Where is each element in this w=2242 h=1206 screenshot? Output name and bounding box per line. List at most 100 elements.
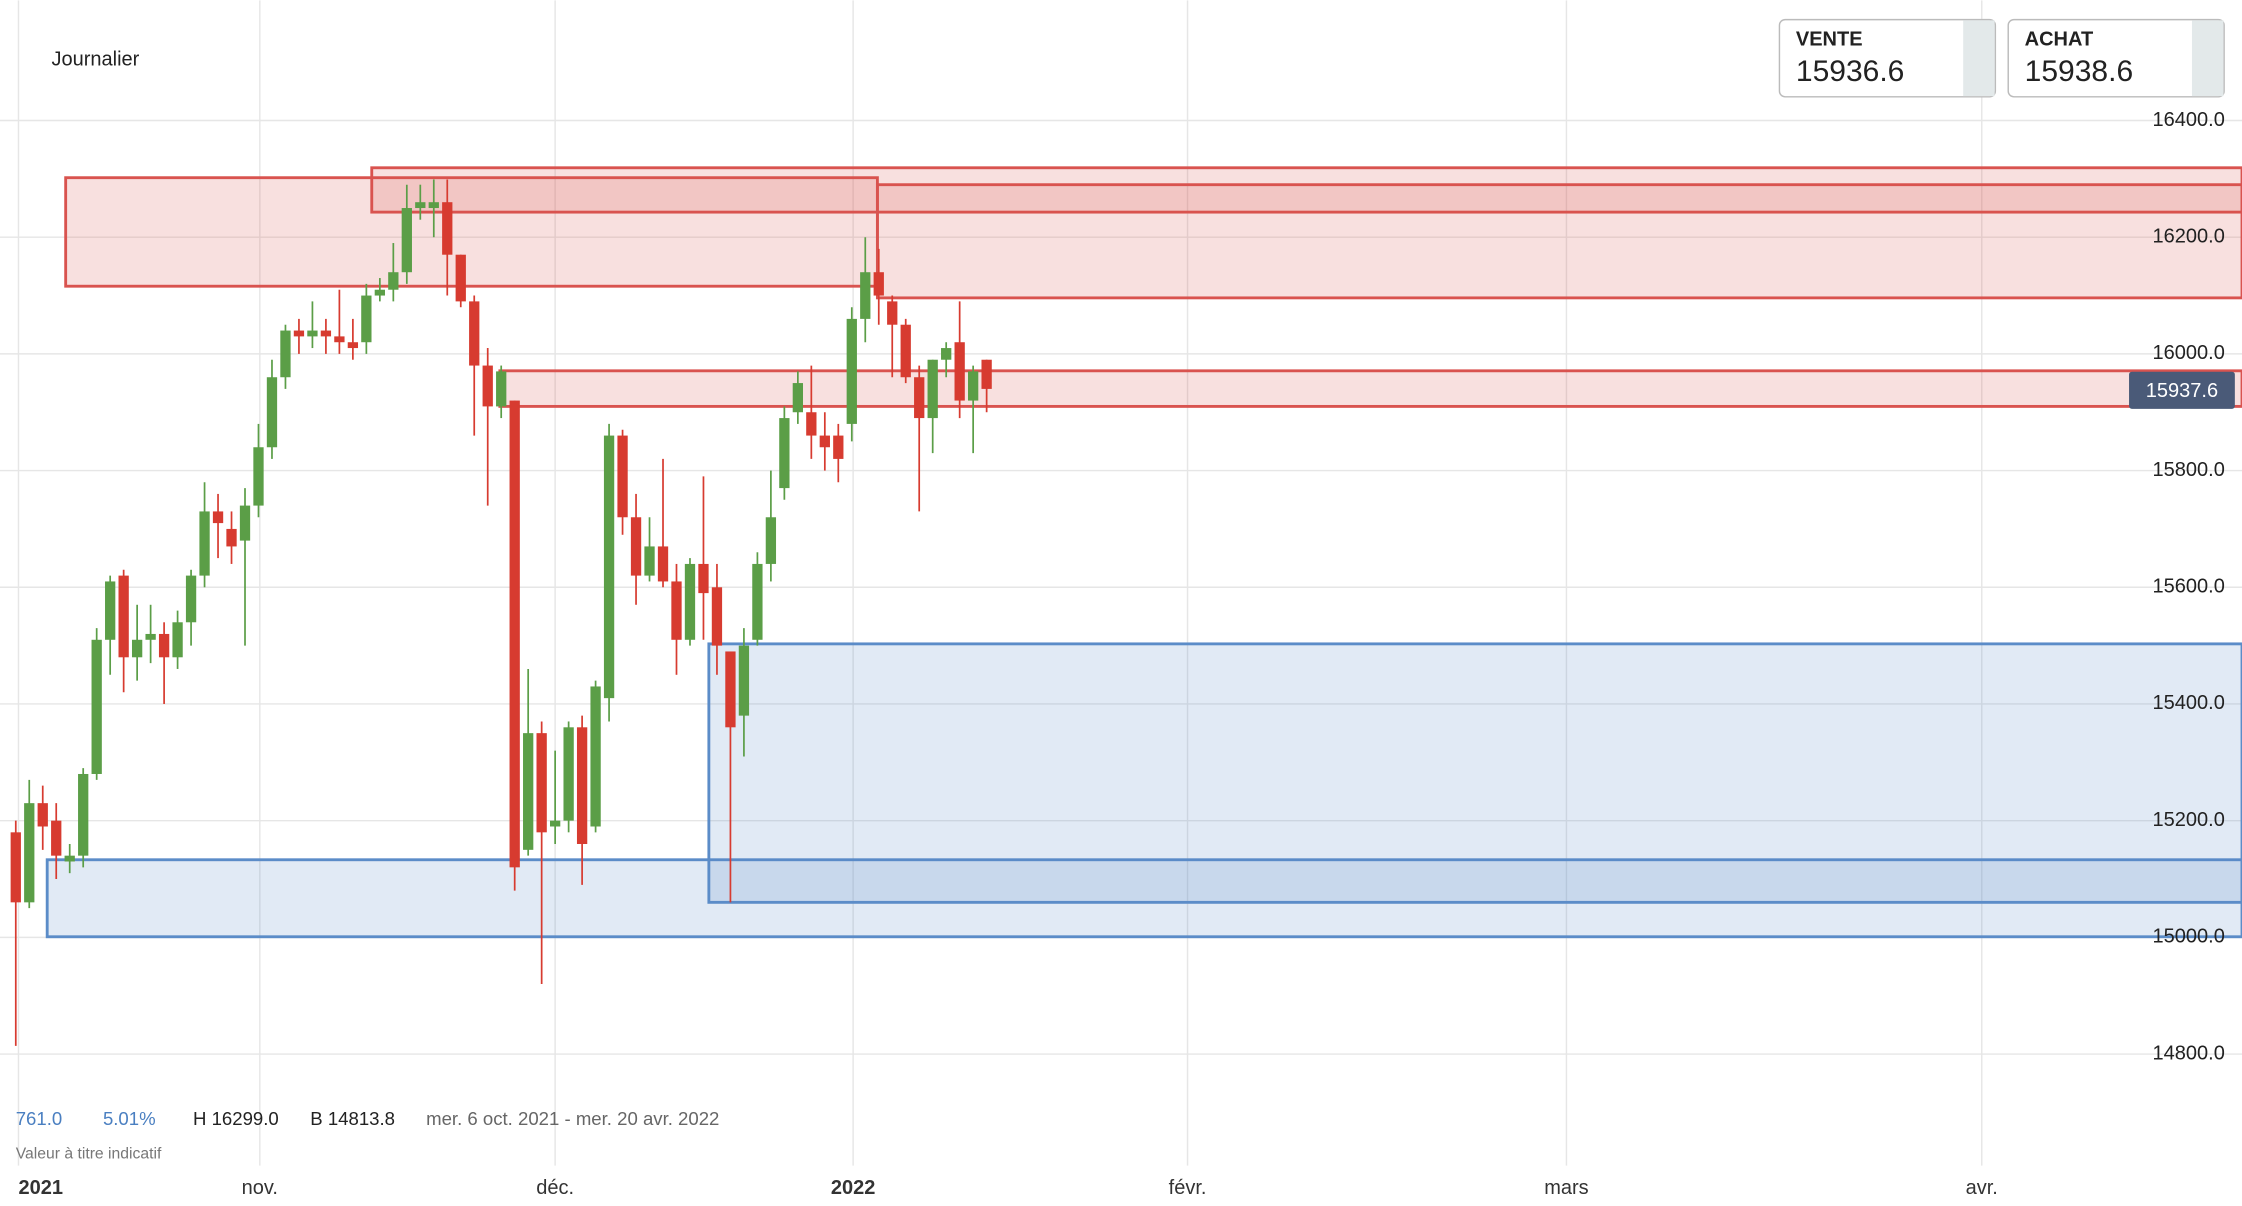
- x-tick-label: nov.: [242, 1177, 278, 1199]
- candle-body: [91, 639, 102, 774]
- candle-body: [51, 820, 62, 856]
- candle-body: [388, 272, 399, 290]
- candle-body: [469, 301, 480, 366]
- candle-body: [954, 342, 965, 401]
- y-tick-label: 16400.0: [2153, 109, 2225, 131]
- candle-body: [725, 651, 736, 728]
- candle-body: [941, 348, 952, 360]
- candle-body: [266, 377, 278, 448]
- x-tick-label: avr.: [1966, 1177, 1998, 1199]
- candle-body: [549, 820, 561, 827]
- candle-body: [900, 324, 911, 378]
- candle-body: [846, 318, 857, 424]
- candle-body: [563, 727, 574, 821]
- buy-box[interactable]: [2007, 18, 2225, 98]
- candle-body: [307, 330, 318, 337]
- low-stat: B 14813.8: [310, 1108, 395, 1129]
- y-tick-label: 15600.0: [2153, 576, 2225, 598]
- period: mer. 6 oct. 2021 - mer. 20 avr. 2022: [426, 1108, 719, 1129]
- x-tick-label: 2022: [831, 1177, 875, 1199]
- candle-body: [320, 330, 332, 337]
- y-tick-label: 15800.0: [2153, 459, 2225, 481]
- disclaimer: Valeur à titre indicatif: [16, 1145, 162, 1162]
- candle-body: [24, 803, 35, 903]
- x-tick-label: déc.: [536, 1177, 574, 1199]
- candle-body: [927, 359, 938, 419]
- candle-body: [185, 575, 197, 623]
- candle-body: [78, 773, 89, 856]
- candle-body: [199, 511, 210, 576]
- candle-body: [496, 371, 507, 407]
- candle-body: [887, 301, 898, 325]
- change-pct: 5.01%: [103, 1108, 156, 1129]
- candle-body: [334, 336, 345, 343]
- candle-body: [442, 202, 453, 255]
- candle-body: [374, 289, 385, 296]
- candle-body: [347, 342, 359, 349]
- x-tick-label: févr.: [1169, 1177, 1207, 1199]
- sell-label: VENTE: [1796, 29, 1863, 51]
- x-tick-label: 2021: [18, 1177, 63, 1199]
- candle-body: [158, 633, 170, 658]
- candle-body: [603, 435, 615, 699]
- candle-body: [172, 622, 183, 658]
- candle-body: [212, 511, 224, 524]
- candle-body: [671, 581, 682, 640]
- price-zone: [707, 642, 2242, 904]
- change: 761.0: [16, 1108, 63, 1129]
- candle-body: [523, 733, 534, 850]
- price-zone: [64, 176, 879, 288]
- candle-body: [738, 645, 750, 716]
- last-price-tag: [2129, 371, 2235, 409]
- y-tick-label: 15200.0: [2153, 809, 2225, 831]
- candle-body: [105, 581, 116, 640]
- candle-body: [482, 365, 493, 407]
- candle-body: [698, 563, 709, 594]
- candle-body: [644, 546, 655, 576]
- buy-box-shade: [2191, 20, 2224, 97]
- high-stat: H 16299.0: [193, 1108, 279, 1129]
- candle-body: [536, 733, 547, 833]
- candle-body: [401, 208, 412, 273]
- sell-box[interactable]: [1778, 18, 1997, 98]
- candle-body: [455, 254, 466, 302]
- buy-label: ACHAT: [2025, 29, 2094, 51]
- candle-body: [617, 435, 628, 518]
- candle-body: [819, 435, 830, 448]
- candle-body: [415, 202, 426, 209]
- candle-body: [37, 803, 48, 827]
- candle-body: [293, 330, 305, 337]
- sell-price: 15936.6: [1796, 55, 1905, 88]
- candle-body: [657, 546, 669, 582]
- candle-body: [361, 295, 372, 343]
- candle-body: [226, 528, 237, 547]
- price-zone: [498, 369, 2242, 408]
- candle-body: [860, 272, 871, 319]
- last-price-label: 15937.6: [2146, 380, 2218, 402]
- price-zone: [370, 166, 2242, 214]
- price-zone: [45, 858, 2242, 939]
- candle-body: [967, 371, 979, 401]
- y-tick-label: 14800.0: [2153, 1042, 2225, 1064]
- y-tick-label: 15000.0: [2153, 926, 2225, 948]
- candle-body: [590, 686, 601, 827]
- candle-body: [10, 832, 21, 903]
- candle-body: [873, 272, 884, 296]
- sell-box-shade: [1963, 20, 1995, 97]
- candle-body: [428, 202, 439, 209]
- candle-body: [280, 330, 291, 378]
- candle-body: [253, 447, 264, 506]
- candle-body: [981, 359, 992, 389]
- candle-body: [118, 575, 129, 658]
- candle-body: [576, 727, 588, 844]
- chart-title: Journalier: [51, 49, 139, 71]
- price-zone: [875, 183, 2242, 300]
- y-tick-label: 16200.0: [2153, 225, 2225, 247]
- candle-body: [779, 418, 790, 489]
- candle-body: [684, 563, 696, 640]
- candle-body: [765, 517, 777, 564]
- candle-body: [752, 563, 763, 640]
- candle-body: [792, 383, 804, 413]
